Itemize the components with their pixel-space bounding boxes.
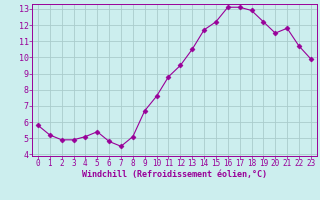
X-axis label: Windchill (Refroidissement éolien,°C): Windchill (Refroidissement éolien,°C) [82,170,267,179]
